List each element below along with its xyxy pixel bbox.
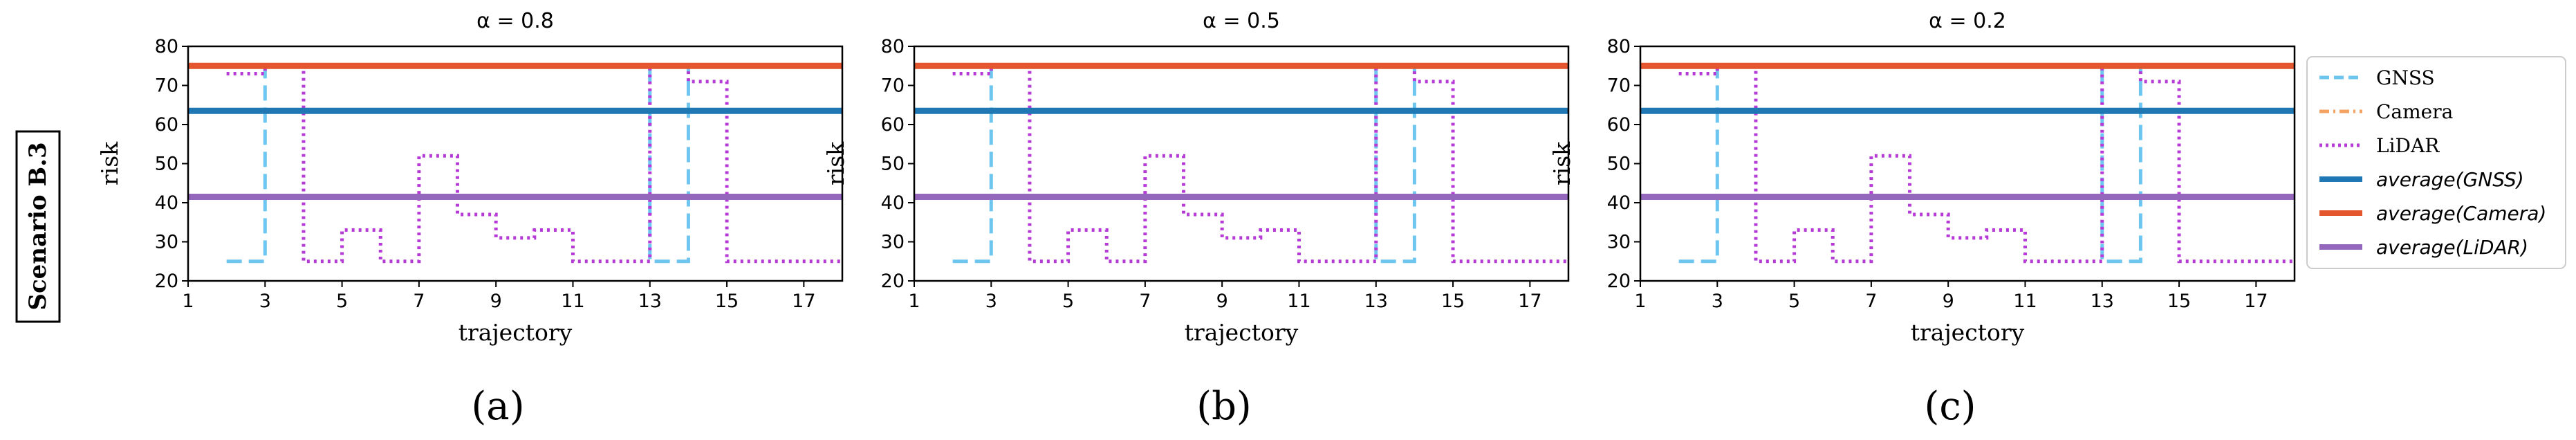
chart-title: α = 0.8 [476, 9, 554, 33]
x-tick-label: 7 [413, 291, 425, 312]
plot-frame [1639, 45, 2296, 282]
legend: GNSS Camera LiDAR average(GNSS) average(Came… [2306, 56, 2566, 269]
panel-caption: (a) [471, 384, 524, 429]
y-tick-label: 60 [881, 114, 905, 136]
x-tick-label: 17 [792, 291, 815, 312]
chart-panel-2: α = 0.51 3 5 7 9 11 13 15 1720304050607080trajec… [822, 9, 1570, 429]
x-tick-label: 9 [490, 291, 502, 312]
x-tick-label: 11 [2013, 291, 2037, 312]
row-label: Scenario B.3 [24, 142, 52, 310]
y-tick-label: 50 [155, 154, 178, 175]
x-tick-label: 17 [1518, 291, 1541, 312]
x-tick-label: 15 [1441, 291, 1465, 312]
y-axis-label: risk [1548, 141, 1575, 185]
series-group [914, 62, 1568, 264]
x-tick-label: 13 [638, 291, 662, 312]
x-tick-label: 3 [1712, 291, 1723, 312]
y-tick-label: 60 [1607, 114, 1631, 136]
series-gnss [952, 64, 1568, 264]
x-tick-label: 9 [1216, 291, 1228, 312]
x-tick-label: 15 [2167, 291, 2191, 312]
x-tick-label: 5 [1788, 291, 1800, 312]
x-tick-label: 1 [182, 291, 194, 312]
series-lidar [226, 64, 842, 264]
x-tick-label: 5 [336, 291, 348, 312]
x-tick-label: 15 [715, 291, 739, 312]
y-tick-label: 70 [1607, 75, 1631, 97]
y-tick-label: 70 [155, 75, 178, 97]
x-tick-label: 9 [1943, 291, 1954, 312]
y-tick-label: 30 [1607, 232, 1631, 253]
x-axis-label: trajectory [1185, 319, 1299, 346]
x-tick-label: 1 [1634, 291, 1646, 312]
series-lidar [952, 64, 1568, 264]
y-tick-label: 80 [155, 36, 178, 57]
legend-label-average-lidar: average(LiDAR) [2376, 236, 2528, 259]
x-tick-label: 11 [1287, 291, 1310, 312]
x-axis-label: trajectory [458, 319, 573, 346]
y-axis-label: risk [822, 141, 849, 185]
y-tick-label: 50 [1607, 154, 1631, 175]
x-tick-label: 13 [1364, 291, 1388, 312]
y-tick-label: 60 [155, 114, 178, 136]
series-group [1640, 62, 2295, 264]
y-tick-label: 40 [155, 192, 178, 214]
chart-panel-1: α = 0.81 3 5 7 9 11 13 15 1720304050607080trajec… [96, 9, 844, 429]
y-tick-label: 30 [881, 232, 905, 253]
y-tick-label: 80 [1607, 36, 1631, 57]
y-axis-label: risk [96, 141, 123, 185]
y-tick-label: 20 [1607, 271, 1631, 292]
plot-frame [913, 45, 1570, 282]
legend-label-average-gnss: average(GNSS) [2376, 168, 2524, 191]
x-tick-label: 17 [2244, 291, 2268, 312]
x-tick-label: 1 [908, 291, 920, 312]
y-tick-label: 40 [881, 192, 905, 214]
series-gnss [1678, 64, 2295, 264]
legend-box [2306, 56, 2566, 269]
x-tick-label: 3 [259, 291, 271, 312]
chart-title: α = 0.5 [1203, 9, 1280, 33]
plot-frame [187, 45, 844, 282]
chart-panel-3: α = 0.21 3 5 7 9 11 13 15 1720304050607080trajec… [1548, 9, 2296, 429]
x-tick-label: 3 [985, 291, 997, 312]
legend-label-average-camera: average(Camera) [2376, 202, 2546, 225]
y-tick-label: 40 [1607, 192, 1631, 214]
y-tick-label: 50 [881, 154, 905, 175]
row-label-box: Scenario B.3 [15, 130, 61, 323]
y-tick-label: 80 [881, 36, 905, 57]
panel-caption: (c) [1924, 384, 1976, 429]
series-lidar [1678, 64, 2295, 264]
y-tick-label: 70 [881, 75, 905, 97]
legend-label-lidar: LiDAR [2376, 134, 2440, 157]
y-tick-label: 30 [155, 232, 178, 253]
legend-label-camera: Camera [2376, 100, 2453, 123]
x-tick-label: 7 [1865, 291, 1877, 312]
x-tick-label: 13 [2091, 291, 2114, 312]
legend-label-gnss: GNSS [2376, 66, 2435, 89]
y-tick-label: 20 [881, 271, 905, 292]
chart-title: α = 0.2 [1929, 9, 2006, 33]
x-tick-label: 5 [1062, 291, 1074, 312]
series-gnss [226, 64, 842, 264]
panel-caption: (b) [1196, 384, 1252, 429]
series-group [188, 62, 842, 264]
x-tick-label: 11 [561, 291, 584, 312]
x-tick-label: 7 [1139, 291, 1151, 312]
x-axis-label: trajectory [1911, 319, 2025, 346]
y-tick-label: 20 [155, 271, 178, 292]
